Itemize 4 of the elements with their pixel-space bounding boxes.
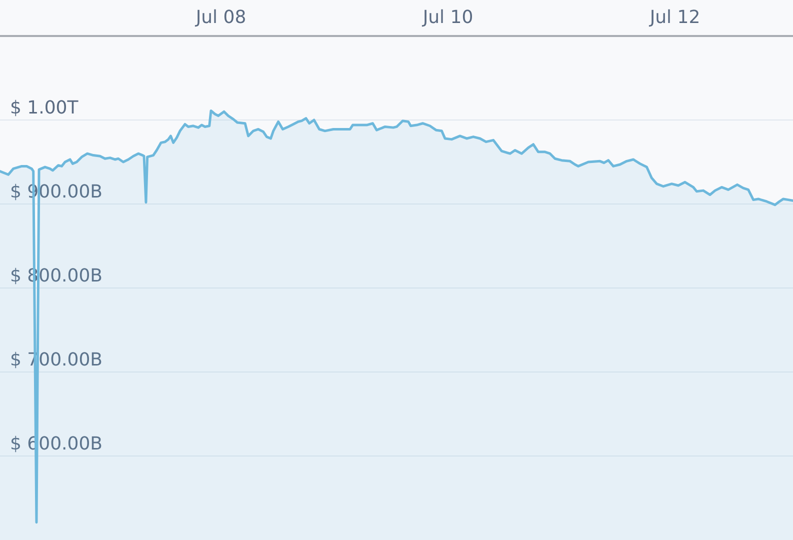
x-tick-label: Jul 10 — [422, 6, 474, 28]
y-tick-label: $ 1.00T — [10, 98, 80, 119]
x-tick-label: Jul 08 — [194, 6, 246, 28]
x-tick-label: Jul 12 — [648, 6, 700, 28]
